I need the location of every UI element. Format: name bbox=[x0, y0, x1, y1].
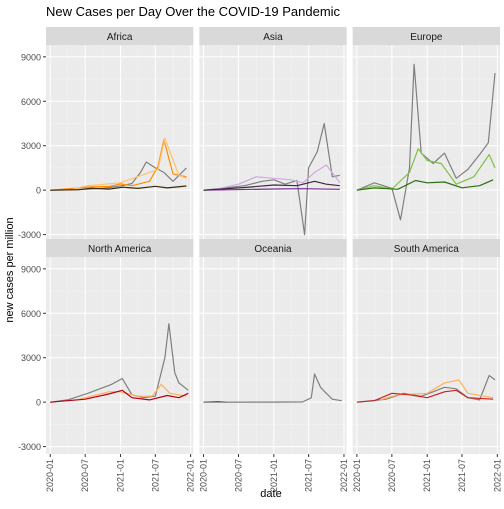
series-line-asia-3 bbox=[203, 180, 340, 191]
strip-label-north-america: North America bbox=[88, 244, 152, 255]
series-line-europe-1 bbox=[356, 148, 496, 191]
y-tick-label: 0 bbox=[36, 186, 41, 196]
series-line-south-america-1 bbox=[379, 379, 494, 401]
x-tick-label: 2020-01 bbox=[199, 459, 209, 492]
x-tick-label: 2020-01 bbox=[352, 459, 362, 492]
plot-area-europe bbox=[352, 45, 500, 242]
series-line-south-america-2 bbox=[356, 389, 494, 403]
series-line-africa-1 bbox=[50, 139, 187, 191]
chart-title: New Cases per Day Over the COVID-19 Pand… bbox=[46, 4, 341, 19]
strip-label-asia: Asia bbox=[263, 32, 283, 43]
x-tick-label: 2020-07 bbox=[387, 459, 397, 492]
x-tick-label: 2022-01 bbox=[339, 459, 349, 492]
x-tick-label: 2021-01 bbox=[422, 459, 432, 492]
strip-label-south-america: South America bbox=[394, 244, 459, 255]
x-tick-label: 2021-01 bbox=[116, 459, 126, 492]
facet-panels: Africa -3000 0 3000 6000 9000 Asia Europe North … bbox=[18, 27, 502, 492]
strip-south-america bbox=[352, 239, 500, 257]
x-axis-label: date bbox=[260, 488, 281, 500]
x-tick-label: 2022-01 bbox=[492, 459, 502, 492]
x-tick-label: 2022-01 bbox=[186, 459, 196, 492]
x-tick-label: 2020-07 bbox=[234, 459, 244, 492]
y-axis-label: new cases per million bbox=[4, 217, 16, 322]
strip-africa bbox=[46, 27, 194, 45]
y-tick-label: -3000 bbox=[18, 230, 41, 240]
plot-area-oceania bbox=[199, 257, 347, 454]
y-tick-label: 9000 bbox=[21, 52, 41, 62]
x-tick-label: 2021-01 bbox=[269, 459, 279, 492]
panel-oceania: Oceania 2020-01 2020-07 2021-01 2021-07 2022-… bbox=[199, 239, 349, 492]
x-tick-label: 2021-07 bbox=[304, 459, 314, 492]
plot-area-south-america bbox=[352, 257, 500, 454]
y-tick-label: 3000 bbox=[21, 353, 41, 363]
series-line-north-america-2 bbox=[50, 389, 189, 403]
panel-europe: Europe bbox=[352, 27, 500, 242]
series-line-oceania-1 bbox=[203, 373, 342, 403]
series-line-north-america-1 bbox=[79, 383, 187, 400]
x-tick-label: 2021-07 bbox=[457, 459, 467, 492]
series-line-africa-2 bbox=[73, 137, 187, 190]
panel-north-america: North America -3000 0 3000 6000 9000 2020-01 20… bbox=[18, 239, 196, 492]
x-tick-label: 2020-01 bbox=[45, 459, 55, 492]
x-tick-label: 2020-07 bbox=[80, 459, 90, 492]
x-tick-label: 2021-07 bbox=[150, 459, 160, 492]
strip-oceania bbox=[199, 239, 347, 257]
plot-area-asia bbox=[199, 45, 347, 242]
y-tick-label: 9000 bbox=[21, 264, 41, 274]
strip-label-oceania: Oceania bbox=[254, 244, 292, 255]
series-line-africa-3 bbox=[50, 185, 187, 191]
panel-africa: Africa -3000 0 3000 6000 9000 bbox=[18, 27, 194, 242]
strip-label-europe: Europe bbox=[410, 32, 443, 43]
y-tick-label: 6000 bbox=[21, 309, 41, 319]
plot-area-north-america bbox=[46, 257, 194, 454]
series-line-europe-2 bbox=[356, 179, 494, 191]
y-tick-label: 6000 bbox=[21, 97, 41, 107]
y-tick-label: 0 bbox=[36, 398, 41, 408]
strip-asia bbox=[199, 27, 347, 45]
series-line-north-america-0 bbox=[50, 323, 189, 403]
series-line-asia-0 bbox=[203, 122, 340, 236]
y-tick-label: -3000 bbox=[18, 442, 41, 452]
panel-south-america: South America 2020-01 2020-07 2021-01 2021-0… bbox=[352, 239, 502, 492]
strip-north-america bbox=[46, 239, 194, 257]
series-line-europe-0 bbox=[356, 63, 496, 221]
panel-asia: Asia bbox=[199, 27, 347, 242]
series-line-asia-2 bbox=[203, 188, 340, 191]
plot-area-africa bbox=[46, 45, 194, 242]
series-line-asia-1 bbox=[214, 164, 341, 190]
strip-europe bbox=[352, 27, 500, 45]
y-tick-label: 3000 bbox=[21, 141, 41, 151]
strip-label-africa: Africa bbox=[107, 32, 133, 43]
